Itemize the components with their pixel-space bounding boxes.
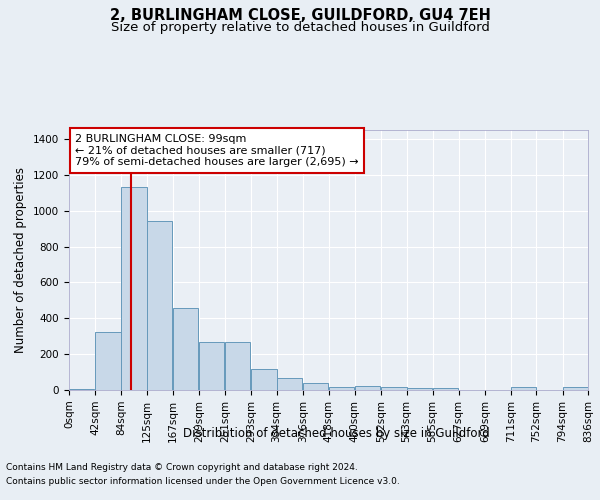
Bar [277,378,302,390]
Bar [355,386,380,390]
Bar [69,389,94,390]
Text: 2, BURLINGHAM CLOSE, GUILDFORD, GU4 7EH: 2, BURLINGHAM CLOSE, GUILDFORD, GU4 7EH [110,8,490,22]
Bar [303,383,328,390]
Text: 2 BURLINGHAM CLOSE: 99sqm
← 21% of detached houses are smaller (717)
79% of semi: 2 BURLINGHAM CLOSE: 99sqm ← 21% of detac… [75,134,359,167]
Bar [511,388,536,390]
Text: Distribution of detached houses by size in Guildford: Distribution of detached houses by size … [182,428,490,440]
Text: Contains HM Land Registry data © Crown copyright and database right 2024.: Contains HM Land Registry data © Crown c… [6,464,358,472]
Text: Size of property relative to detached houses in Guildford: Size of property relative to detached ho… [110,21,490,34]
Bar [251,370,277,390]
Bar [407,388,432,390]
Bar [199,342,224,390]
Bar [173,308,198,390]
Bar [95,332,121,390]
Text: Contains public sector information licensed under the Open Government Licence v3: Contains public sector information licen… [6,477,400,486]
Bar [433,388,458,390]
Bar [563,388,588,390]
Y-axis label: Number of detached properties: Number of detached properties [14,167,28,353]
Bar [381,387,407,390]
Bar [329,387,354,390]
Bar [146,222,172,390]
Bar [225,342,250,390]
Bar [121,188,146,390]
